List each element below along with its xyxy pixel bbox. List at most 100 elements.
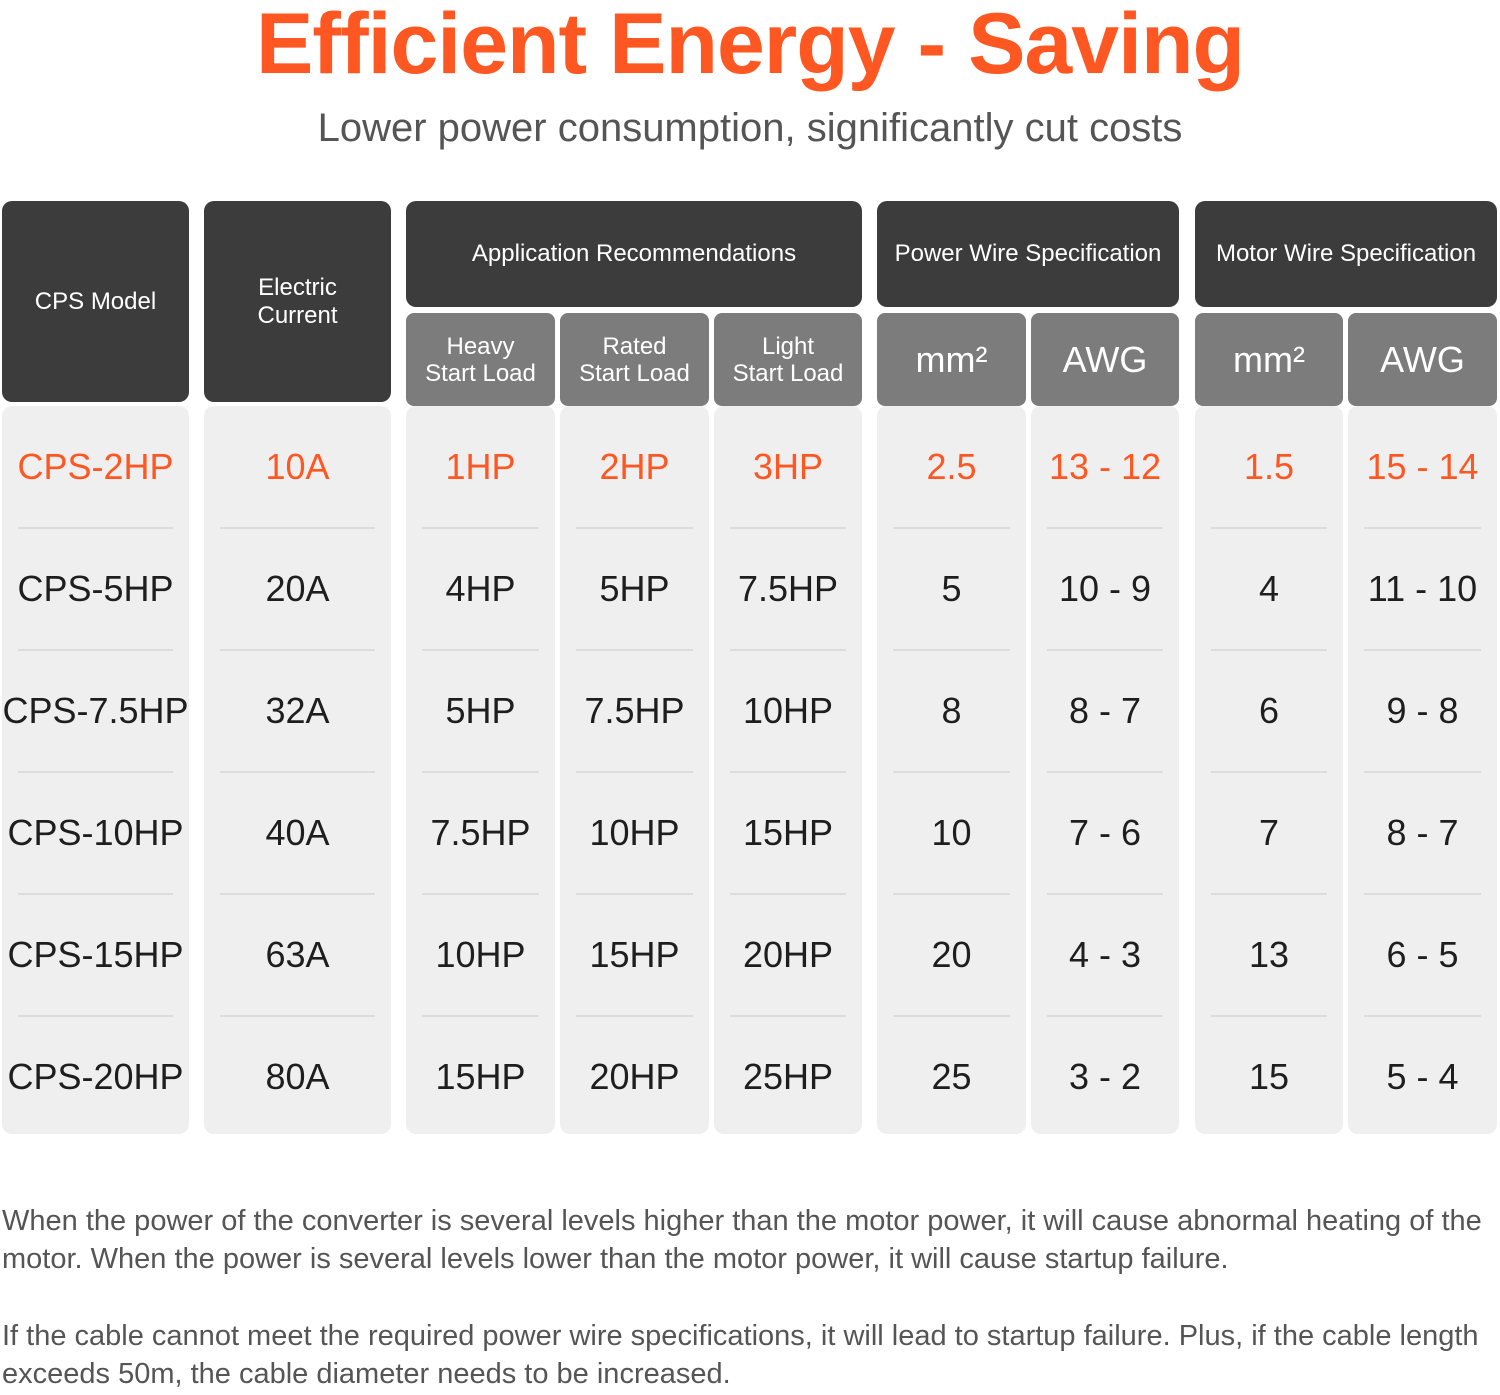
note-paragraph-2: If the cable cannot meet the required po…	[2, 1320, 1479, 1390]
row-divider	[893, 1015, 1010, 1017]
cell-power-awg: 10 - 9	[1058, 568, 1152, 609]
cell-power-awg: 8 - 7	[1068, 690, 1142, 731]
cell-power-awg: 13 - 12	[1048, 446, 1162, 487]
cell-power-mm2: 2.5	[926, 446, 977, 487]
row-divider	[1211, 1015, 1327, 1017]
row-divider	[1364, 771, 1481, 773]
row-divider	[1364, 893, 1481, 895]
row-divider	[422, 649, 539, 651]
header-application-recommendations: Application Recommendations	[406, 201, 862, 307]
cell-rated: 15HP	[589, 934, 680, 975]
cell-rated: 20HP	[589, 1056, 680, 1097]
subheader-rated-line1: Rated	[602, 332, 667, 360]
row-divider	[893, 771, 1010, 773]
row-divider	[422, 527, 539, 529]
row-divider	[220, 771, 375, 773]
row-divider	[730, 893, 846, 895]
cell-power-mm2: 10	[931, 812, 972, 853]
cell-motor-mm2: 15	[1248, 1056, 1290, 1097]
header-electric-current-line1: Electric	[258, 273, 337, 301]
row-divider	[576, 893, 693, 895]
row-divider	[18, 771, 173, 773]
row-divider	[576, 649, 693, 651]
header-application-label: Application Recommendations	[471, 240, 797, 267]
header-power-wire-label: Power Wire Specification	[894, 240, 1162, 267]
cell-rated: 7.5HP	[584, 690, 685, 731]
subheader-light-line1: Light	[761, 332, 815, 360]
row-divider	[1047, 771, 1163, 773]
cell-motor-awg: 9 - 8	[1386, 690, 1459, 731]
page-subtitle: Lower power consumption, significantly c…	[317, 106, 1183, 150]
row-divider	[1047, 527, 1163, 529]
row-divider	[576, 771, 693, 773]
cell-power-mm2: 25	[931, 1056, 972, 1097]
row-divider	[1364, 1015, 1481, 1017]
cell-light: 3HP	[752, 446, 824, 487]
cell-model: CPS-20HP	[7, 1056, 184, 1097]
cell-motor-awg: 11 - 10	[1367, 568, 1478, 609]
cell-motor-mm2: 7	[1258, 812, 1280, 853]
cell-current: 20A	[265, 568, 330, 609]
row-divider	[220, 893, 375, 895]
cell-heavy: 4HP	[445, 568, 516, 609]
header-power-wire-spec: Power Wire Specification	[877, 201, 1179, 307]
subheader-rated-line2: Start Load	[579, 359, 690, 387]
cell-power-awg: 4 - 3	[1068, 934, 1142, 975]
cell-power-awg: 3 - 2	[1068, 1056, 1142, 1097]
subheader-power-mm2-label: mm²	[915, 339, 988, 380]
row-divider	[18, 527, 173, 529]
cell-current: 63A	[265, 934, 330, 975]
header-cps-model-label: CPS Model	[34, 287, 157, 315]
subheader-light-start-load: Light Start Load	[714, 313, 862, 406]
cell-light: 7.5HP	[737, 568, 839, 609]
subheader-motor-awg-label: AWG	[1380, 339, 1465, 380]
row-divider	[1364, 527, 1481, 529]
cell-motor-mm2: 13	[1248, 934, 1290, 975]
cell-motor-mm2: 4	[1258, 568, 1280, 609]
row-divider	[893, 649, 1010, 651]
row-divider	[730, 649, 846, 651]
cell-current: 10A	[265, 446, 330, 487]
cell-heavy: 7.5HP	[430, 812, 531, 853]
row-divider	[18, 893, 173, 895]
cell-current: 32A	[265, 690, 330, 731]
row-divider	[730, 771, 846, 773]
row-divider	[220, 649, 375, 651]
cell-current: 80A	[265, 1056, 330, 1097]
row-divider	[893, 893, 1010, 895]
row-divider	[730, 1015, 846, 1017]
subheader-rated-start-load: Rated Start Load	[560, 313, 709, 406]
subheader-motor-mm2: mm²	[1195, 313, 1343, 406]
row-divider	[576, 1015, 693, 1017]
cell-model: CPS-15HP	[7, 934, 184, 975]
header-motor-wire-spec: Motor Wire Specification	[1195, 201, 1497, 307]
cell-heavy: 15HP	[435, 1056, 526, 1097]
row-divider	[220, 527, 375, 529]
cell-model: CPS-2HP	[17, 446, 174, 487]
cell-motor-mm2: 6	[1258, 690, 1280, 731]
row-divider	[18, 649, 173, 651]
cell-heavy: 10HP	[435, 934, 526, 975]
row-divider	[1211, 649, 1327, 651]
subheader-power-awg-label: AWG	[1062, 339, 1148, 380]
cell-model: CPS-5HP	[17, 568, 174, 609]
cell-motor-awg: 5 - 4	[1386, 1056, 1459, 1097]
cell-light: 20HP	[742, 934, 834, 975]
row-divider	[422, 771, 539, 773]
row-divider	[1211, 527, 1327, 529]
row-divider	[1047, 1015, 1163, 1017]
cell-power-mm2: 5	[941, 568, 962, 609]
cell-heavy: 5HP	[445, 690, 516, 731]
subheader-power-mm2: mm²	[877, 313, 1026, 406]
cell-power-mm2: 8	[941, 690, 962, 731]
subheader-light-line2: Start Load	[732, 359, 844, 387]
cell-heavy: 1HP	[445, 446, 516, 487]
header-cps-model: CPS Model	[2, 201, 189, 402]
cell-model: CPS-10HP	[7, 812, 184, 853]
row-divider	[893, 527, 1010, 529]
header-electric-current-line2: Current	[257, 301, 338, 329]
row-divider	[1211, 893, 1327, 895]
cell-current: 40A	[265, 812, 330, 853]
note-paragraph-1: When the power of the converter is sever…	[2, 1205, 1482, 1275]
cell-model: CPS-7.5HP	[2, 690, 189, 731]
